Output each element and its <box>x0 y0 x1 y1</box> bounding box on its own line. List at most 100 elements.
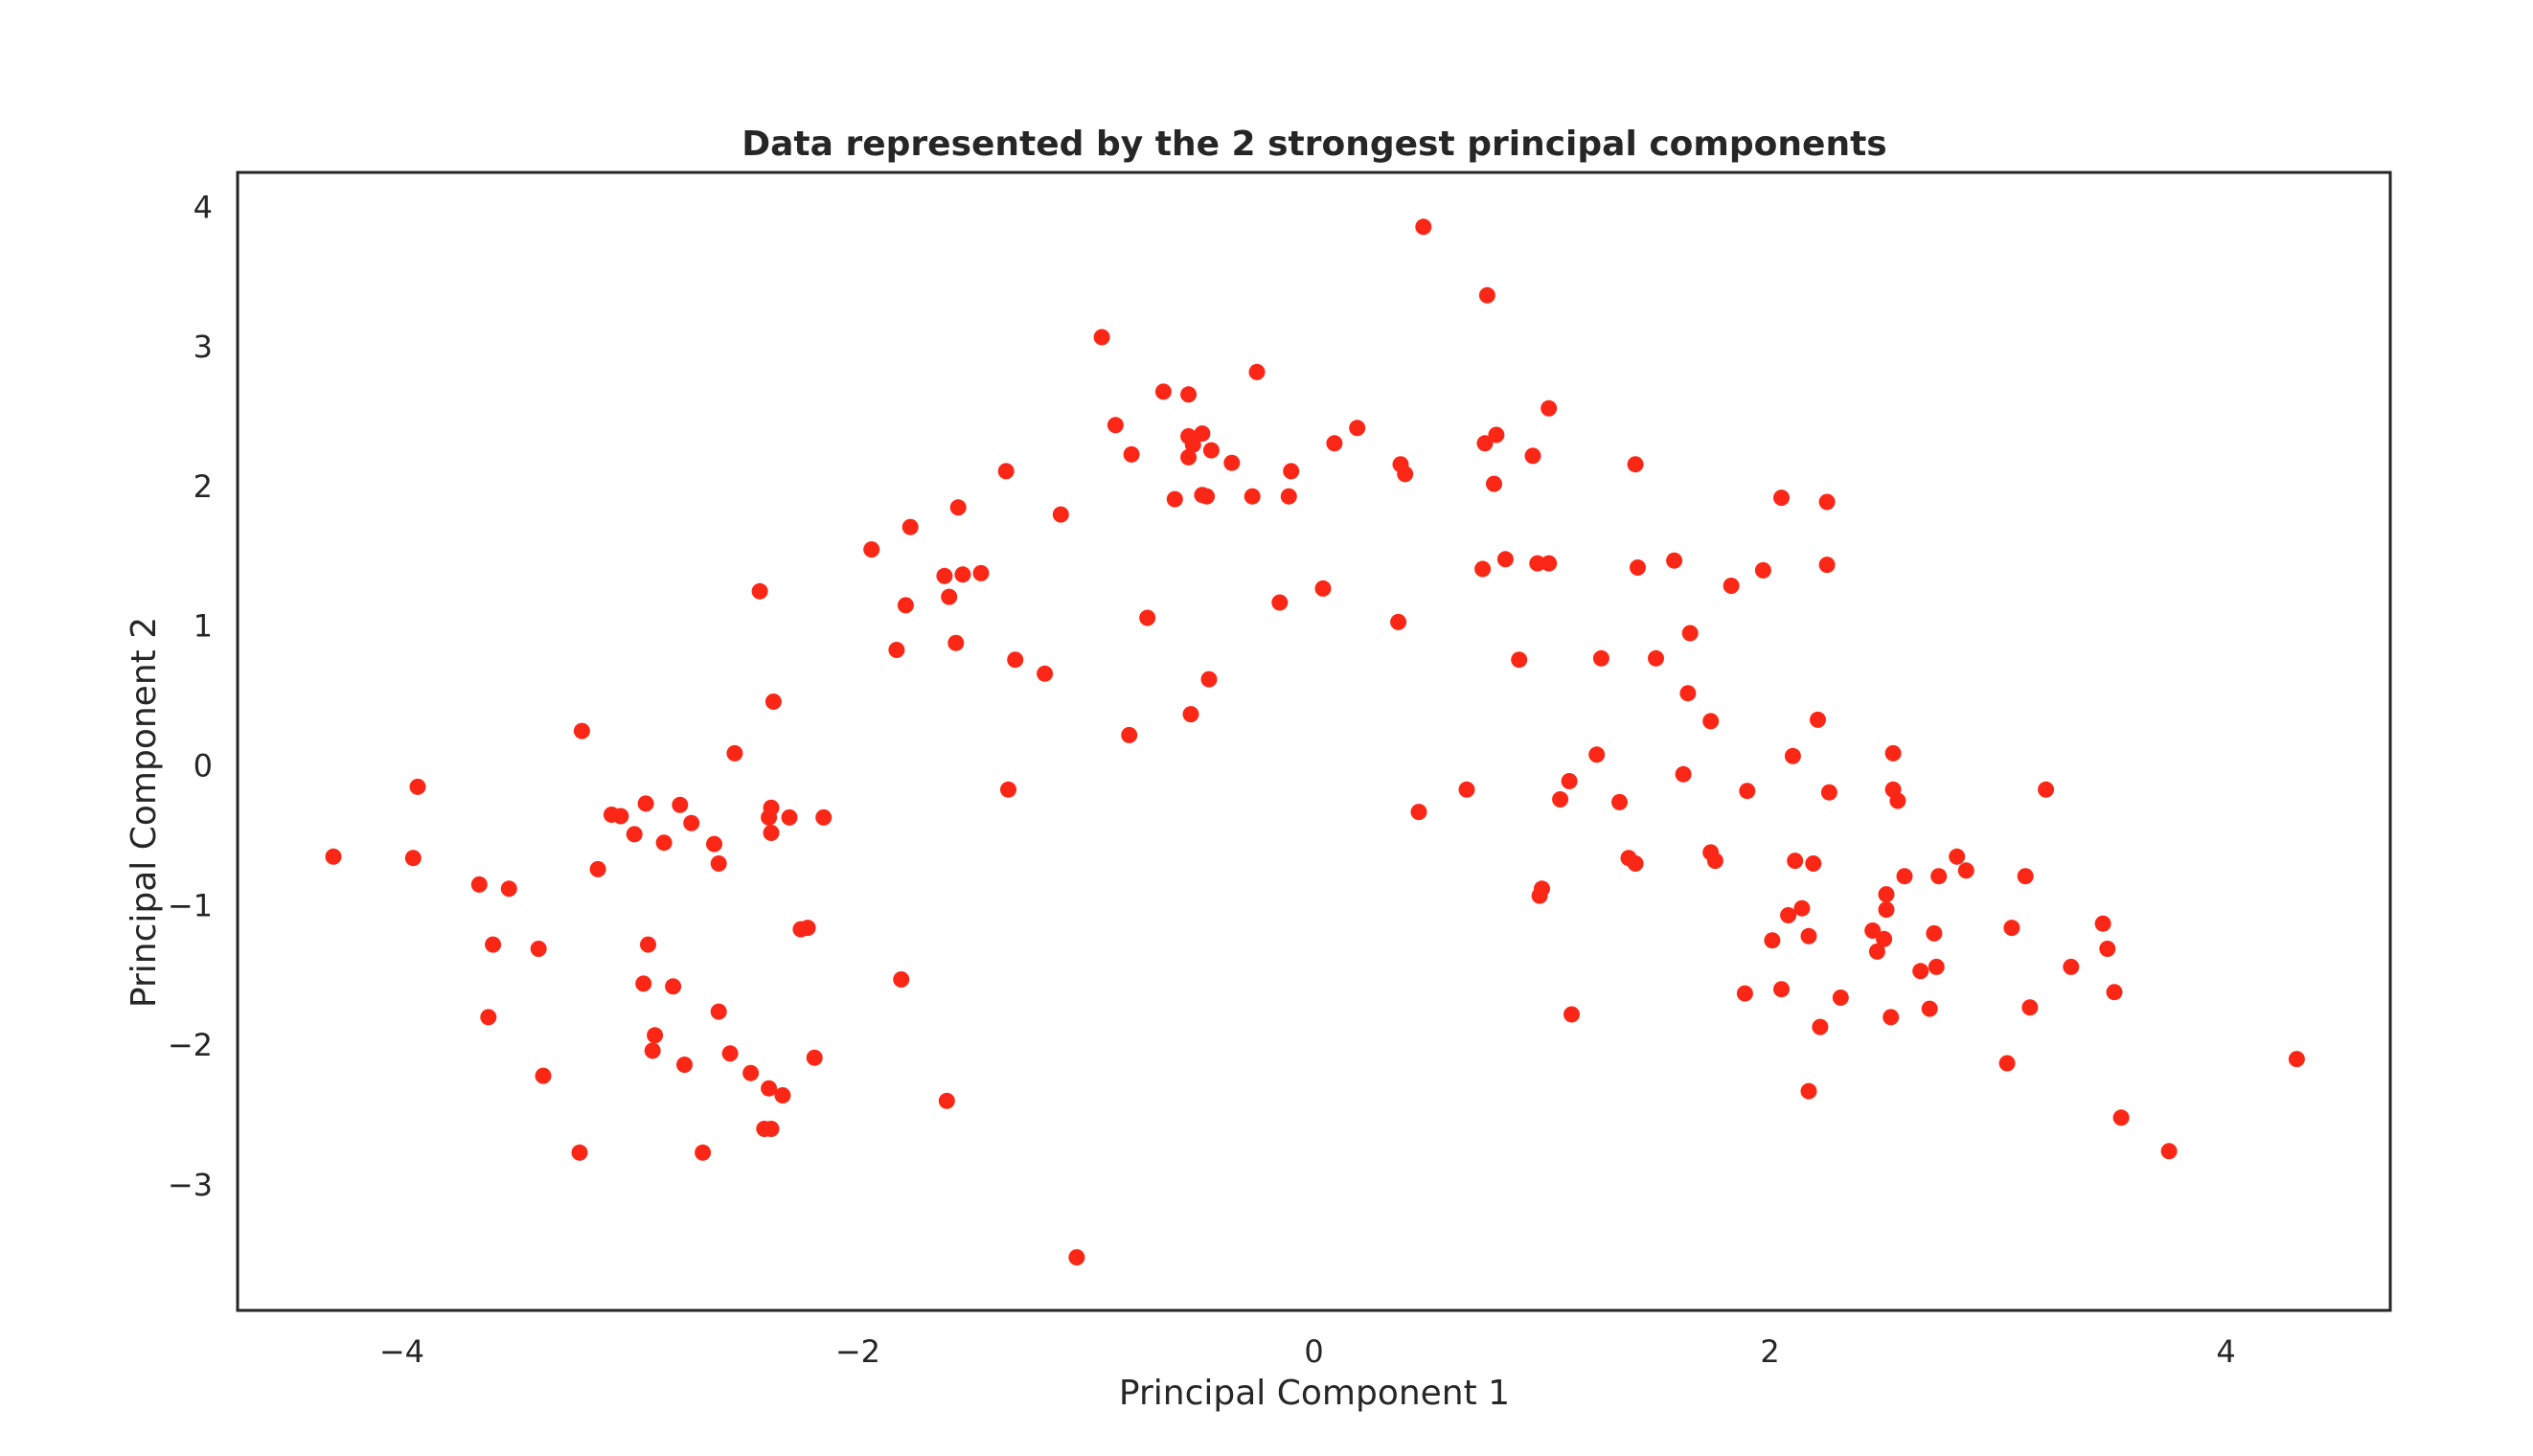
data-point-7 <box>530 941 547 957</box>
data-point-6 <box>500 880 517 898</box>
data-point-130 <box>1754 561 1771 579</box>
data-point-137 <box>1793 899 1811 917</box>
data-point-81 <box>1223 454 1241 471</box>
data-point-28 <box>710 1003 727 1020</box>
y-tick-label: 2 <box>194 468 213 505</box>
data-point-171 <box>2099 941 2116 957</box>
data-point-100 <box>1488 426 1505 444</box>
data-point-94 <box>1415 218 1432 236</box>
data-point-17 <box>640 936 656 953</box>
data-point-135 <box>1784 747 1801 764</box>
data-point-73 <box>1180 448 1198 466</box>
data-point-133 <box>1773 489 1790 507</box>
x-axis-label: Principal Component 1 <box>1119 1374 1510 1413</box>
data-point-56 <box>972 564 990 581</box>
data-point-90 <box>1390 613 1407 630</box>
data-point-139 <box>1800 1082 1817 1100</box>
data-point-92 <box>1397 466 1414 483</box>
data-point-110 <box>1561 773 1578 789</box>
data-point-163 <box>1957 862 1974 879</box>
data-point-4 <box>485 936 502 953</box>
data-point-175 <box>2288 1051 2305 1068</box>
y-axis-ticks: −3 −2 −1 0 1 2 3 4 <box>168 189 213 1202</box>
data-point-31 <box>742 1064 760 1081</box>
data-point-36 <box>763 799 780 816</box>
data-point-121 <box>1675 765 1692 783</box>
data-point-162 <box>1949 848 1966 865</box>
x-tick-label: 0 <box>1304 1333 1323 1370</box>
data-point-122 <box>1679 685 1697 702</box>
data-point-119 <box>1648 649 1664 667</box>
data-point-98 <box>1478 286 1495 304</box>
data-point-134 <box>1780 907 1797 923</box>
data-point-118 <box>1630 559 1646 576</box>
y-tick-label: −2 <box>168 1027 213 1063</box>
data-point-114 <box>1611 793 1628 810</box>
y-axis-label: Principal Component 2 <box>125 617 164 1008</box>
data-point-97 <box>1476 435 1494 452</box>
data-point-149 <box>1876 930 1893 947</box>
data-point-145 <box>1820 784 1837 801</box>
data-point-0 <box>325 848 342 865</box>
data-point-128 <box>1736 985 1753 1002</box>
data-point-53 <box>947 634 965 651</box>
data-point-140 <box>1805 855 1822 872</box>
data-point-14 <box>626 826 643 843</box>
data-point-50 <box>901 518 919 535</box>
data-point-164 <box>1998 1055 2016 1072</box>
data-point-52 <box>941 588 958 605</box>
data-point-21 <box>665 978 682 995</box>
data-point-103 <box>1524 447 1541 465</box>
data-point-99 <box>1486 475 1502 492</box>
data-point-89 <box>1349 420 1366 437</box>
y-tick-label: −1 <box>168 887 213 923</box>
data-point-144 <box>1818 557 1836 574</box>
x-tick-label: 2 <box>1760 1333 1779 1370</box>
data-point-63 <box>1068 1249 1085 1266</box>
data-point-78 <box>1198 488 1216 505</box>
data-point-49 <box>897 597 914 614</box>
data-point-109 <box>1552 791 1569 808</box>
data-point-85 <box>1280 488 1297 505</box>
data-point-27 <box>710 855 727 872</box>
data-point-129 <box>1739 783 1756 800</box>
data-point-1 <box>404 850 422 867</box>
data-point-26 <box>706 835 722 853</box>
data-point-69 <box>1154 383 1172 400</box>
data-point-46 <box>863 541 880 558</box>
x-tick-label: −2 <box>835 1333 880 1370</box>
data-point-39 <box>763 1121 780 1137</box>
data-point-148 <box>1868 943 1885 960</box>
data-points <box>325 218 2305 1266</box>
data-point-117 <box>1627 456 1644 473</box>
data-point-150 <box>1878 901 1895 919</box>
data-point-113 <box>1592 649 1609 667</box>
x-tick-label: −4 <box>379 1333 424 1370</box>
data-point-170 <box>2094 915 2111 932</box>
x-axis-ticks: −4 −2 0 2 4 <box>379 1333 2236 1370</box>
data-point-159 <box>1926 924 1943 942</box>
x-tick-label: 4 <box>2216 1333 2235 1370</box>
data-point-58 <box>997 463 1015 480</box>
data-point-132 <box>1773 981 1790 998</box>
data-point-22 <box>672 796 689 813</box>
data-point-34 <box>761 1080 778 1097</box>
data-point-93 <box>1410 804 1427 821</box>
data-point-152 <box>1883 1009 1900 1026</box>
data-point-168 <box>2038 781 2055 798</box>
data-point-15 <box>637 795 654 812</box>
data-point-172 <box>2106 984 2123 1001</box>
data-point-143 <box>1818 493 1836 511</box>
data-point-66 <box>1121 726 1138 743</box>
data-point-151 <box>1878 886 1895 903</box>
data-point-123 <box>1681 625 1699 642</box>
data-point-160 <box>1928 958 1945 975</box>
data-point-104 <box>1529 555 1546 572</box>
data-point-16 <box>635 975 652 992</box>
data-point-107 <box>1540 555 1558 572</box>
data-point-161 <box>1930 868 1948 885</box>
data-point-45 <box>815 808 833 826</box>
data-point-11 <box>589 860 606 877</box>
data-point-3 <box>470 876 488 893</box>
